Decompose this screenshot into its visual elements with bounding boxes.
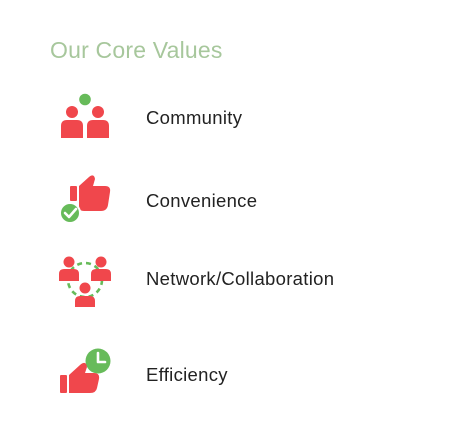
value-label-efficiency: Efficiency <box>146 364 228 385</box>
section-title: Our Core Values <box>50 37 223 63</box>
value-item-community: Community <box>56 90 416 146</box>
value-item-efficiency: Efficiency <box>56 347 416 403</box>
thumbs-up-clock-icon <box>56 347 114 403</box>
network-people-icon <box>56 251 114 307</box>
value-label-community: Community <box>146 107 243 128</box>
value-label-network: Network/Collaboration <box>146 268 335 289</box>
value-item-convenience: Convenience <box>56 173 416 229</box>
value-label-convenience: Convenience <box>146 190 258 211</box>
community-people-icon <box>56 90 114 146</box>
thumbs-up-check-icon <box>56 173 114 229</box>
value-item-network: Network/Collaboration <box>56 251 416 307</box>
